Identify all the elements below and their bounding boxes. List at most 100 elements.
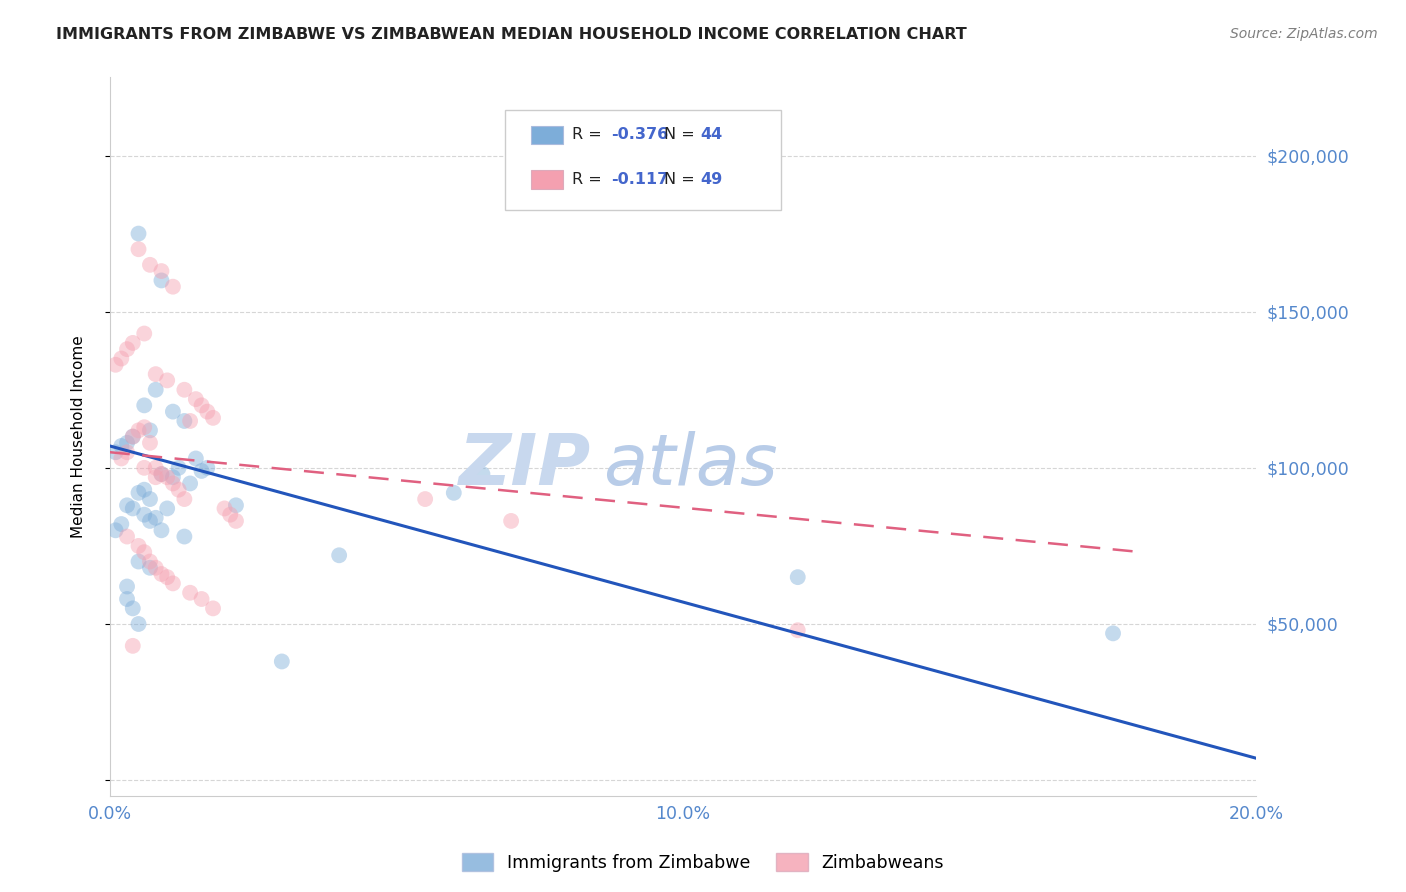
Point — [162, 470, 184, 484]
Point — [110, 439, 132, 453]
Point — [134, 398, 156, 412]
Point — [110, 351, 132, 366]
Text: 49: 49 — [700, 172, 723, 187]
Point — [134, 326, 156, 341]
Point — [202, 410, 225, 425]
Point — [134, 545, 156, 559]
Point — [190, 464, 212, 478]
Point — [121, 429, 143, 443]
Point — [173, 530, 195, 544]
Y-axis label: Median Household Income: Median Household Income — [72, 335, 86, 538]
Point — [173, 383, 195, 397]
Point — [179, 586, 201, 600]
Point — [150, 467, 173, 481]
Point — [156, 470, 179, 484]
Point — [104, 445, 127, 459]
Text: Source: ZipAtlas.com: Source: ZipAtlas.com — [1230, 27, 1378, 41]
Point — [134, 460, 156, 475]
Point — [156, 373, 179, 387]
Text: atlas: atlas — [603, 431, 778, 500]
Point — [1102, 626, 1125, 640]
Point — [121, 639, 143, 653]
Point — [145, 367, 167, 381]
Point — [128, 555, 150, 569]
Legend: Immigrants from Zimbabwe, Zimbabweans: Immigrants from Zimbabwe, Zimbabweans — [456, 847, 950, 879]
Point — [134, 483, 156, 497]
Point — [471, 467, 494, 481]
Point — [162, 476, 184, 491]
Point — [121, 501, 143, 516]
Point — [162, 404, 184, 418]
Point — [115, 498, 138, 512]
Text: R =: R = — [572, 128, 607, 143]
Point — [190, 592, 212, 607]
Point — [139, 555, 162, 569]
Point — [184, 392, 207, 406]
Point — [786, 570, 808, 584]
FancyBboxPatch shape — [530, 126, 562, 145]
Point — [167, 460, 190, 475]
Point — [179, 476, 201, 491]
Point — [121, 335, 143, 350]
Point — [225, 498, 247, 512]
Point — [150, 523, 173, 537]
Point — [167, 483, 190, 497]
Point — [162, 576, 184, 591]
Point — [104, 523, 127, 537]
Point — [150, 567, 173, 582]
Point — [225, 514, 247, 528]
Point — [139, 561, 162, 575]
Point — [104, 358, 127, 372]
Point — [195, 404, 218, 418]
Point — [128, 617, 150, 632]
Point — [202, 601, 225, 615]
Point — [173, 491, 195, 506]
Point — [150, 273, 173, 287]
Point — [214, 501, 236, 516]
Point — [150, 264, 173, 278]
Point — [219, 508, 242, 522]
Point — [115, 530, 138, 544]
Point — [115, 592, 138, 607]
Point — [115, 342, 138, 356]
Text: -0.117: -0.117 — [610, 172, 668, 187]
Point — [413, 491, 436, 506]
Text: 44: 44 — [700, 128, 723, 143]
Point — [145, 510, 167, 524]
Point — [179, 414, 201, 428]
Point — [115, 580, 138, 594]
Point — [134, 420, 156, 434]
Point — [443, 485, 465, 500]
Point — [184, 451, 207, 466]
Point — [139, 258, 162, 272]
Point — [139, 514, 162, 528]
Point — [115, 435, 138, 450]
Point — [110, 451, 132, 466]
Point — [115, 445, 138, 459]
Point — [145, 383, 167, 397]
FancyBboxPatch shape — [530, 170, 562, 189]
Point — [145, 460, 167, 475]
Point — [145, 561, 167, 575]
Point — [156, 570, 179, 584]
Text: IMMIGRANTS FROM ZIMBABWE VS ZIMBABWEAN MEDIAN HOUSEHOLD INCOME CORRELATION CHART: IMMIGRANTS FROM ZIMBABWE VS ZIMBABWEAN M… — [56, 27, 967, 42]
Text: R =: R = — [572, 172, 612, 187]
FancyBboxPatch shape — [505, 110, 780, 211]
Point — [128, 227, 150, 241]
Text: ZIP: ZIP — [460, 431, 592, 500]
Point — [173, 414, 195, 428]
Point — [162, 279, 184, 293]
Point — [501, 514, 523, 528]
Point — [128, 423, 150, 437]
Point — [139, 491, 162, 506]
Point — [786, 624, 808, 638]
Point — [150, 467, 173, 481]
Point — [328, 549, 350, 563]
Point — [156, 501, 179, 516]
Point — [139, 435, 162, 450]
Point — [121, 429, 143, 443]
Text: -0.376: -0.376 — [610, 128, 668, 143]
Point — [110, 516, 132, 531]
Text: N =: N = — [664, 172, 699, 187]
Point — [128, 539, 150, 553]
